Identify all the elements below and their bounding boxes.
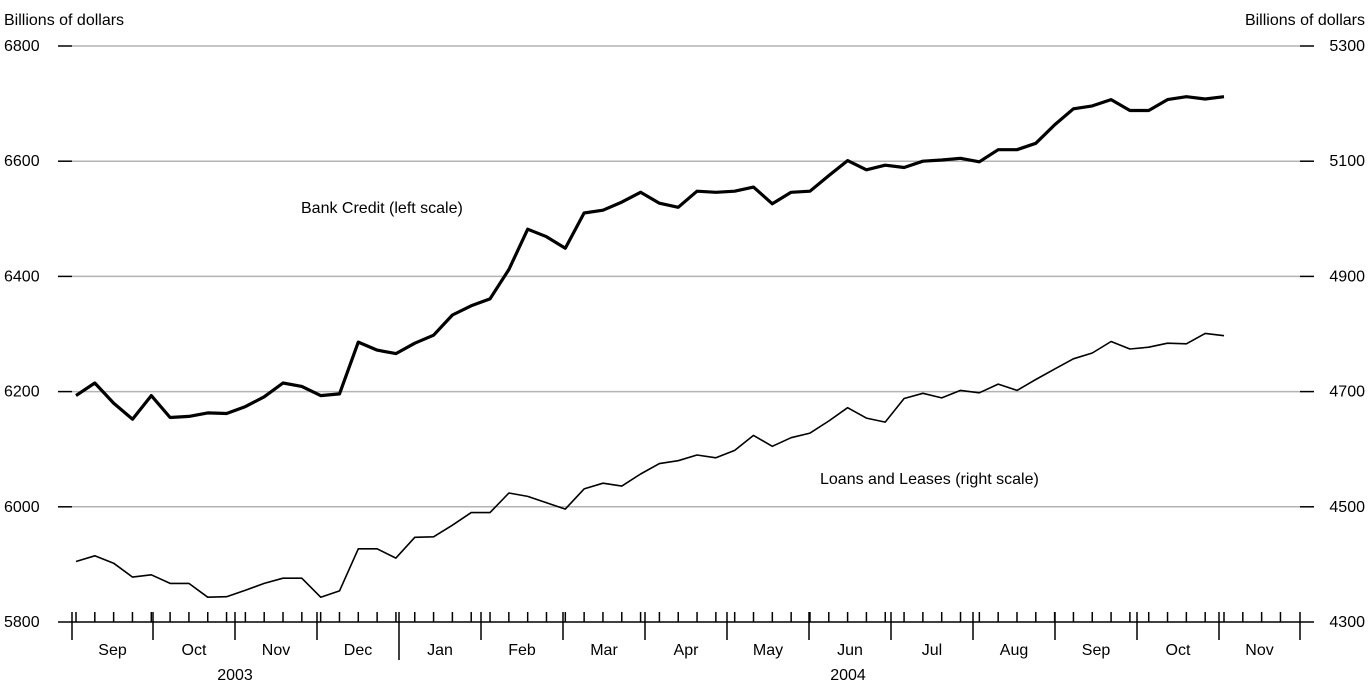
right-axis-label: Billions of dollars xyxy=(1245,12,1365,29)
month-label: Sep xyxy=(98,642,127,659)
left-tick-label: 6600 xyxy=(4,153,40,170)
month-label: Jan xyxy=(427,642,453,659)
series-label-bank-credit: Bank Credit (left scale) xyxy=(301,200,463,217)
month-label: Apr xyxy=(674,642,700,659)
month-label: Dec xyxy=(344,642,372,659)
right-tick-label: 4700 xyxy=(1329,384,1365,401)
left-tick-label: 6800 xyxy=(4,38,40,55)
axis-layer xyxy=(58,45,1314,660)
series-line-loans-leases xyxy=(75,332,1225,599)
left-tick-label: 6200 xyxy=(4,384,40,401)
series-layer xyxy=(75,95,1225,599)
grid-layer xyxy=(72,45,1300,508)
left-tick-label: 6000 xyxy=(4,499,40,516)
label-layer: Billions of dollars Billions of dollars … xyxy=(4,12,1365,683)
year-label: 2003 xyxy=(217,667,253,683)
left-tick-label: 6400 xyxy=(4,268,40,285)
month-label: Nov xyxy=(262,642,290,659)
left-tick-label: 5800 xyxy=(4,614,40,631)
left-axis-label: Billions of dollars xyxy=(4,12,124,29)
month-label: Aug xyxy=(1000,642,1028,659)
month-label: Oct xyxy=(182,642,207,659)
series-label-loans-leases: Loans and Leases (right scale) xyxy=(820,471,1039,488)
month-label: Jul xyxy=(922,642,942,659)
right-tick-label: 4300 xyxy=(1329,614,1365,631)
right-tick-label: 5300 xyxy=(1329,38,1365,55)
month-label: Mar xyxy=(590,642,618,659)
month-label: Nov xyxy=(1245,642,1273,659)
month-label: May xyxy=(753,642,783,659)
year-label: 2004 xyxy=(830,667,866,683)
month-label: Feb xyxy=(508,642,536,659)
series-line-bank-credit xyxy=(75,95,1225,421)
right-tick-label: 4900 xyxy=(1329,268,1365,285)
month-label: Oct xyxy=(1166,642,1191,659)
month-label: Sep xyxy=(1082,642,1111,659)
month-label: Jun xyxy=(837,642,863,659)
right-tick-label: 4500 xyxy=(1329,499,1365,516)
right-tick-label: 5100 xyxy=(1329,153,1365,170)
